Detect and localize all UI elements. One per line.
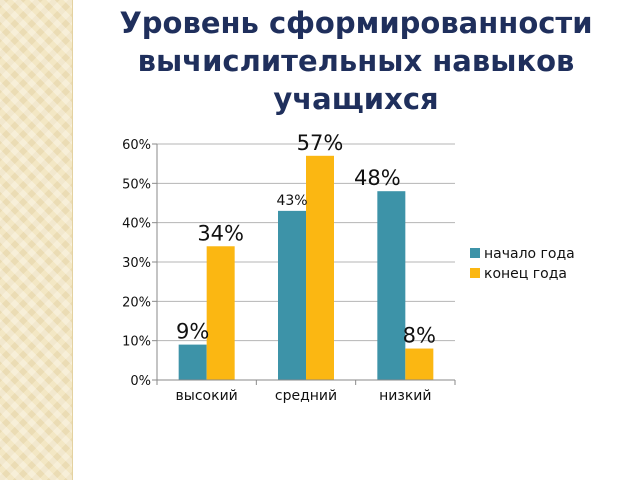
title-line-2: вычислительных навыков (137, 44, 575, 78)
title-line-1: Уровень сформированности (119, 6, 593, 40)
y-tick-label: 50% (122, 177, 151, 192)
axes (156, 144, 456, 385)
y-tick-label: 0% (130, 374, 151, 389)
bar-начало года-средний (278, 210, 306, 380)
data-label: 34% (197, 221, 244, 245)
decorative-side-band (0, 0, 73, 480)
y-tick-label: 20% (122, 295, 151, 310)
bar-конец года-средний (306, 155, 334, 380)
bars (178, 155, 434, 380)
y-tick-label: 40% (122, 217, 151, 232)
category-labels: высокий средний низкий (176, 388, 432, 404)
legend: начало года конец года (470, 246, 575, 282)
y-tick-label: 30% (122, 256, 151, 271)
data-label: 9% (176, 320, 209, 344)
legend-label: конец года (484, 266, 567, 282)
title-line-3: учащихся (273, 82, 439, 116)
bar-начало года-высокий (178, 344, 207, 380)
data-label: 8% (403, 324, 436, 348)
data-labels: 9% 34% 43% 57% 48% 8% (176, 131, 436, 348)
data-label: 43% (276, 193, 307, 209)
y-tick-label: 60% (122, 138, 151, 153)
category-label: низкий (379, 388, 431, 404)
y-axis-ticks: 0% 10% 20% 30% 40% 50% 60% (122, 138, 157, 389)
bar-начало года-низкий (377, 191, 406, 380)
category-label: средний (275, 388, 337, 404)
legend-swatch (470, 268, 480, 278)
slide-title: Уровень сформированности вычислительных … (80, 4, 632, 118)
bar-конец года-высокий (206, 246, 235, 380)
y-tick-label: 10% (122, 335, 151, 350)
data-label: 57% (297, 131, 344, 155)
legend-swatch (470, 248, 480, 258)
bar-конец года-низкий (405, 348, 434, 380)
legend-label: начало года (484, 246, 575, 262)
category-label: высокий (176, 388, 238, 404)
data-label: 48% (354, 166, 401, 190)
